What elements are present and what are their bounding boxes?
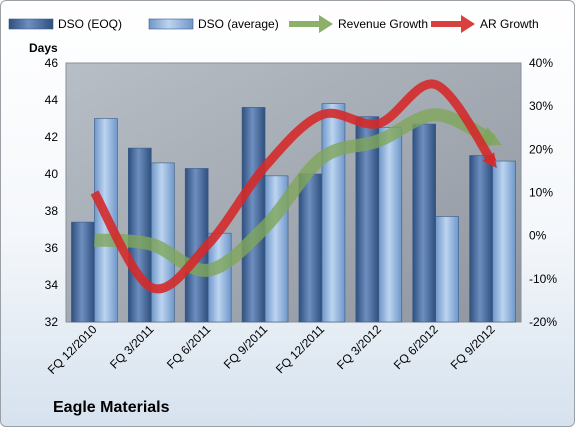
company-name: Eagle Materials: [53, 399, 170, 416]
y2-tick-label: 40%: [529, 56, 553, 70]
legend-label-dso-average: DSO (average): [198, 17, 279, 31]
x-tick-label: FQ 9/2012: [448, 322, 498, 372]
y-tick-label: 42: [45, 130, 59, 144]
legend-swatch-dso-average: [148, 18, 194, 30]
bar-dso-average-5: [378, 127, 403, 323]
bar-dso-eoq-7: [469, 155, 493, 323]
y-tick-label: 32: [45, 315, 59, 329]
legend-label-ar-growth: AR Growth: [480, 17, 539, 31]
x-tick-label: FQ 3/2011: [107, 322, 157, 372]
bar-dso-eoq-0: [71, 221, 95, 323]
bar-dso-average-7: [492, 160, 516, 323]
bar-dso-eoq-4: [298, 173, 323, 323]
bar-dso-eoq-6: [412, 123, 436, 323]
bar-dso-average-4: [321, 103, 346, 323]
y2-tick-label: 10%: [529, 186, 553, 200]
y-tick-label: 46: [45, 56, 59, 70]
y-axis-title: Days: [29, 41, 58, 55]
y-tick-label: 40: [45, 167, 59, 181]
legend-label-revenue-growth: Revenue Growth: [338, 17, 428, 31]
y2-tick-label: 30%: [529, 99, 553, 113]
y2-tick-label: -20%: [529, 315, 557, 329]
bar-dso-average-6: [435, 216, 459, 323]
legend-swatch-dso-eoq: [8, 18, 54, 30]
x-tick-label: FQ 6/2011: [164, 322, 214, 372]
y2-tick-label: 0%: [529, 229, 547, 243]
y-tick-label: 38: [45, 204, 59, 218]
y-tick-label: 36: [45, 241, 59, 255]
x-tick-label: FQ 9/2011: [221, 322, 271, 372]
legend-label-dso-eoq: DSO (EOQ): [58, 17, 122, 31]
x-tick-label: FQ 12/2011: [273, 322, 327, 376]
y2-tick-label: 20%: [529, 142, 553, 156]
legend-swatch-ar-growth: [431, 15, 475, 33]
revenue-growth-line: [93, 108, 503, 277]
x-tick-label: FQ 6/2012: [391, 322, 441, 372]
y2-tick-label: -10%: [529, 272, 557, 286]
x-tick-label: FQ 12/2010: [45, 322, 100, 377]
y-tick-label: 34: [45, 278, 59, 292]
x-tick-label: FQ 3/2012: [334, 322, 384, 372]
bar-dso-eoq-3: [241, 107, 266, 323]
legend-swatch-revenue-growth: [289, 15, 333, 33]
y-tick-label: 44: [45, 93, 59, 107]
ar-growth-line: [90, 79, 497, 294]
